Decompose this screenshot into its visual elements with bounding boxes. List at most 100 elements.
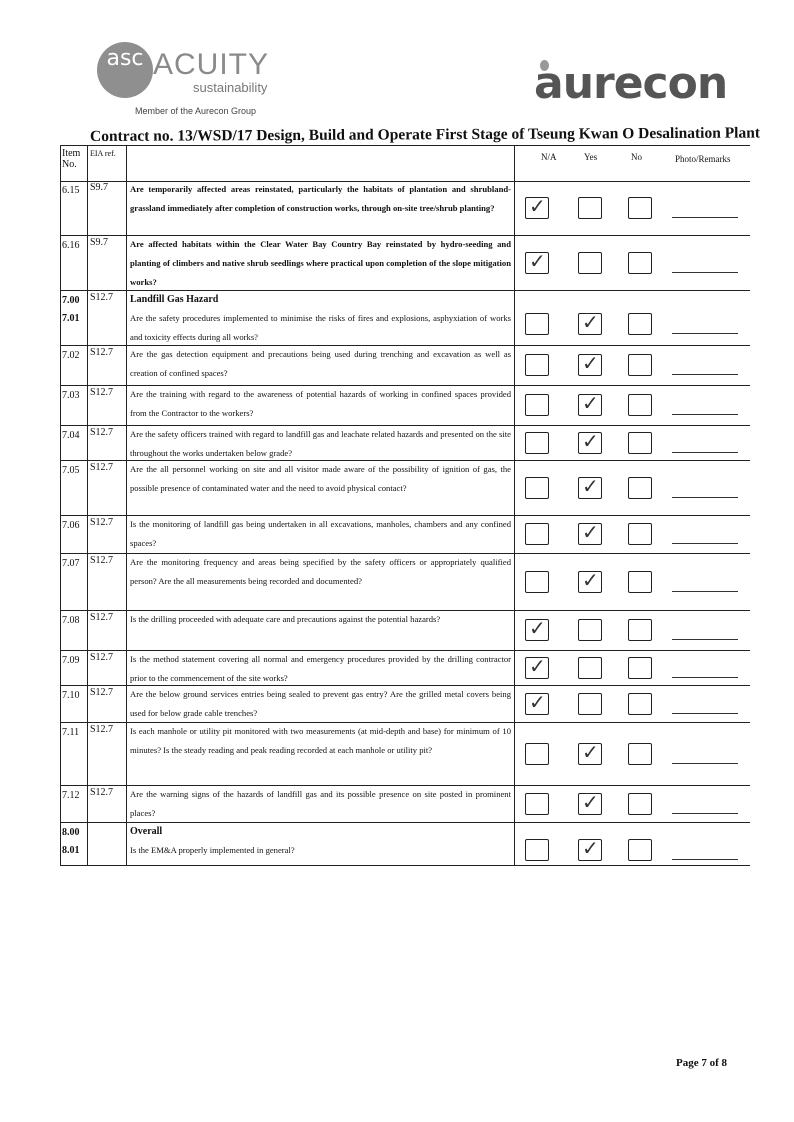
checkbox-no[interactable] [628,354,652,376]
question-text: Are the safety procedures implemented to… [130,313,511,342]
checkbox-no[interactable] [628,793,652,815]
remarks-field[interactable] [672,859,738,860]
remarks-field[interactable] [672,497,738,498]
eia-cell: S9.7 [88,180,127,235]
question-text: Are the below ground services entries be… [130,689,511,718]
checkbox-no[interactable] [628,693,652,715]
checkbox-na[interactable] [525,793,549,815]
remarks-field[interactable] [672,677,738,678]
checkbox-yes[interactable]: ✓ [578,740,602,765]
remarks-field[interactable] [672,639,738,640]
checkbox-yes[interactable] [578,197,602,219]
checkbox-no[interactable] [628,619,652,641]
eia-cell: S12.7 [88,290,127,345]
remarks-field[interactable] [672,374,738,375]
acuity-member-line: Member of the Aurecon Group [135,106,257,116]
checkbox-na[interactable]: ✓ [525,616,549,641]
checkbox-yes[interactable]: ✓ [578,429,602,454]
remarks-field[interactable] [672,272,738,273]
checkbox-na[interactable] [525,313,549,335]
checkbox-na[interactable] [525,523,549,545]
checkbox-na[interactable]: ✓ [525,654,549,679]
checkbox-no[interactable] [628,197,652,219]
checkbox-na[interactable] [525,432,549,454]
remarks-field[interactable] [672,414,738,415]
checkbox-yes[interactable]: ✓ [578,836,602,861]
remarks-field[interactable] [672,543,738,544]
checkbox-na[interactable] [525,839,549,861]
item-cell: 7.03 [60,385,88,425]
table-row: 8.00 8.01 Overall Is the EM&A properly im… [60,822,750,866]
checkbox-yes[interactable]: ✓ [578,474,602,499]
checkbox-no[interactable] [628,394,652,416]
eia-cell: S12.7 [88,785,127,822]
item-number: 8.00 8.01 [62,827,80,856]
table-row: 7.11 S12.7 Is each manhole or utility pi… [60,722,750,786]
eia-cell: S12.7 [88,460,127,515]
checkbox-no[interactable] [628,313,652,335]
item-number: 7.05 [62,465,80,476]
item-cell: 8.00 8.01 [60,822,88,865]
checkbox-na[interactable]: ✓ [525,194,549,219]
checkbox-yes[interactable] [578,693,602,715]
checkbox-na[interactable]: ✓ [525,249,549,274]
remarks-field[interactable] [672,333,738,334]
item-cell: 7.05 [60,460,88,515]
checkbox-yes[interactable]: ✓ [578,351,602,376]
question-cell: Are the monitoring frequency and areas b… [127,553,515,610]
checkbox-yes[interactable]: ✓ [578,520,602,545]
checkbox-yes[interactable] [578,619,602,641]
item-number: 7.12 [62,790,80,801]
table-row: 7.12 S12.7 Are the warning signs of the … [60,785,750,823]
checkbox-na[interactable]: ✓ [525,690,549,715]
checkbox-no[interactable] [628,571,652,593]
item-cell: 7.10 [60,685,88,722]
checkbox-no[interactable] [628,839,652,861]
checkbox-yes[interactable]: ✓ [578,568,602,593]
checkbox-yes[interactable]: ✓ [578,310,602,335]
checkbox-yes[interactable]: ✓ [578,790,602,815]
check-mark-icon: ✓ [529,194,546,218]
remarks-field[interactable] [672,813,738,814]
checkbox-no[interactable] [628,477,652,499]
checkbox-na[interactable] [525,354,549,376]
item-cell: 7.09 [60,650,88,685]
checkbox-na[interactable] [525,394,549,416]
item-number: 7.10 [62,690,80,701]
checkbox-no[interactable] [628,432,652,454]
question-cell: Is each manhole or utility pit monitored… [127,722,515,785]
eia-ref: S12.7 [90,517,114,528]
remarks-field[interactable] [672,591,738,592]
table-row: 7.03 S12.7 Are the training with regard … [60,385,750,426]
checkbox-na[interactable] [525,743,549,765]
table-row: 7.08 S12.7 Is the drilling proceeded wit… [60,610,750,651]
checkbox-yes[interactable] [578,252,602,274]
question-cell: Is the monitoring of landfill gas being … [127,515,515,553]
checkbox-no[interactable] [628,252,652,274]
check-mark-icon: ✓ [582,520,599,544]
remarks-field[interactable] [672,217,738,218]
header-item-label: Item No. [62,148,81,170]
checkbox-no[interactable] [628,523,652,545]
check-mark-icon: ✓ [582,429,599,453]
check-mark-icon: ✓ [582,474,599,498]
question-cell: Are the warning signs of the hazards of … [127,785,515,822]
remarks-field[interactable] [672,452,738,453]
checkbox-yes[interactable] [578,657,602,679]
eia-ref: S12.7 [90,724,114,735]
checkbox-yes[interactable]: ✓ [578,391,602,416]
checkbox-na[interactable] [525,477,549,499]
question-text: Are affected habitats within the Clear W… [130,239,511,287]
remarks-field[interactable] [672,763,738,764]
acuity-monogram: asc [97,42,153,98]
item-cell: 7.11 [60,722,88,785]
remarks-field[interactable] [672,713,738,714]
checkbox-no[interactable] [628,743,652,765]
checkbox-no[interactable] [628,657,652,679]
question-cell: Are the training with regard to the awar… [127,385,515,425]
eia-ref: S12.7 [90,787,114,798]
header-no: No [631,152,642,162]
table-row: 7.06 S12.7 Is the monitoring of landfill… [60,515,750,554]
checkbox-na[interactable] [525,571,549,593]
eia-cell: S12.7 [88,685,127,722]
